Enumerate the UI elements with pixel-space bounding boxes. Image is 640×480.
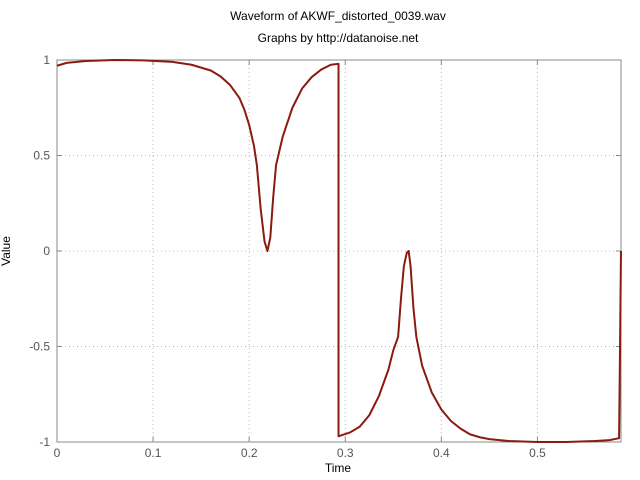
- x-tick-label: 0.1: [145, 446, 162, 460]
- y-axis-label: Value: [0, 236, 13, 266]
- waveform-line: [56, 59, 622, 443]
- x-tick-label: 0: [54, 446, 61, 460]
- x-axis-label: Time: [325, 461, 352, 475]
- x-tick-label: 0.4: [433, 446, 450, 460]
- chart-title: Waveform of AKWF_distorted_0039.wav: [230, 9, 446, 23]
- axis-ticks: 0 0.1 0.2 0.3 0.4 0.5 1 0.5 0 -0.5 -1: [29, 53, 621, 460]
- x-tick-label: 0.3: [337, 446, 354, 460]
- chart-subtitle: Graphs by http://datanoise.net: [258, 31, 419, 45]
- y-tick-label: -0.5: [29, 340, 50, 354]
- y-tick-label: 1: [43, 53, 50, 67]
- y-tick-label: 0.5: [33, 149, 50, 163]
- x-tick-label: 0.5: [529, 446, 546, 460]
- x-tick-label: 0.2: [241, 446, 258, 460]
- y-tick-label: -1: [39, 435, 50, 449]
- y-tick-label: 0: [43, 244, 50, 258]
- series-layer: [56, 59, 622, 443]
